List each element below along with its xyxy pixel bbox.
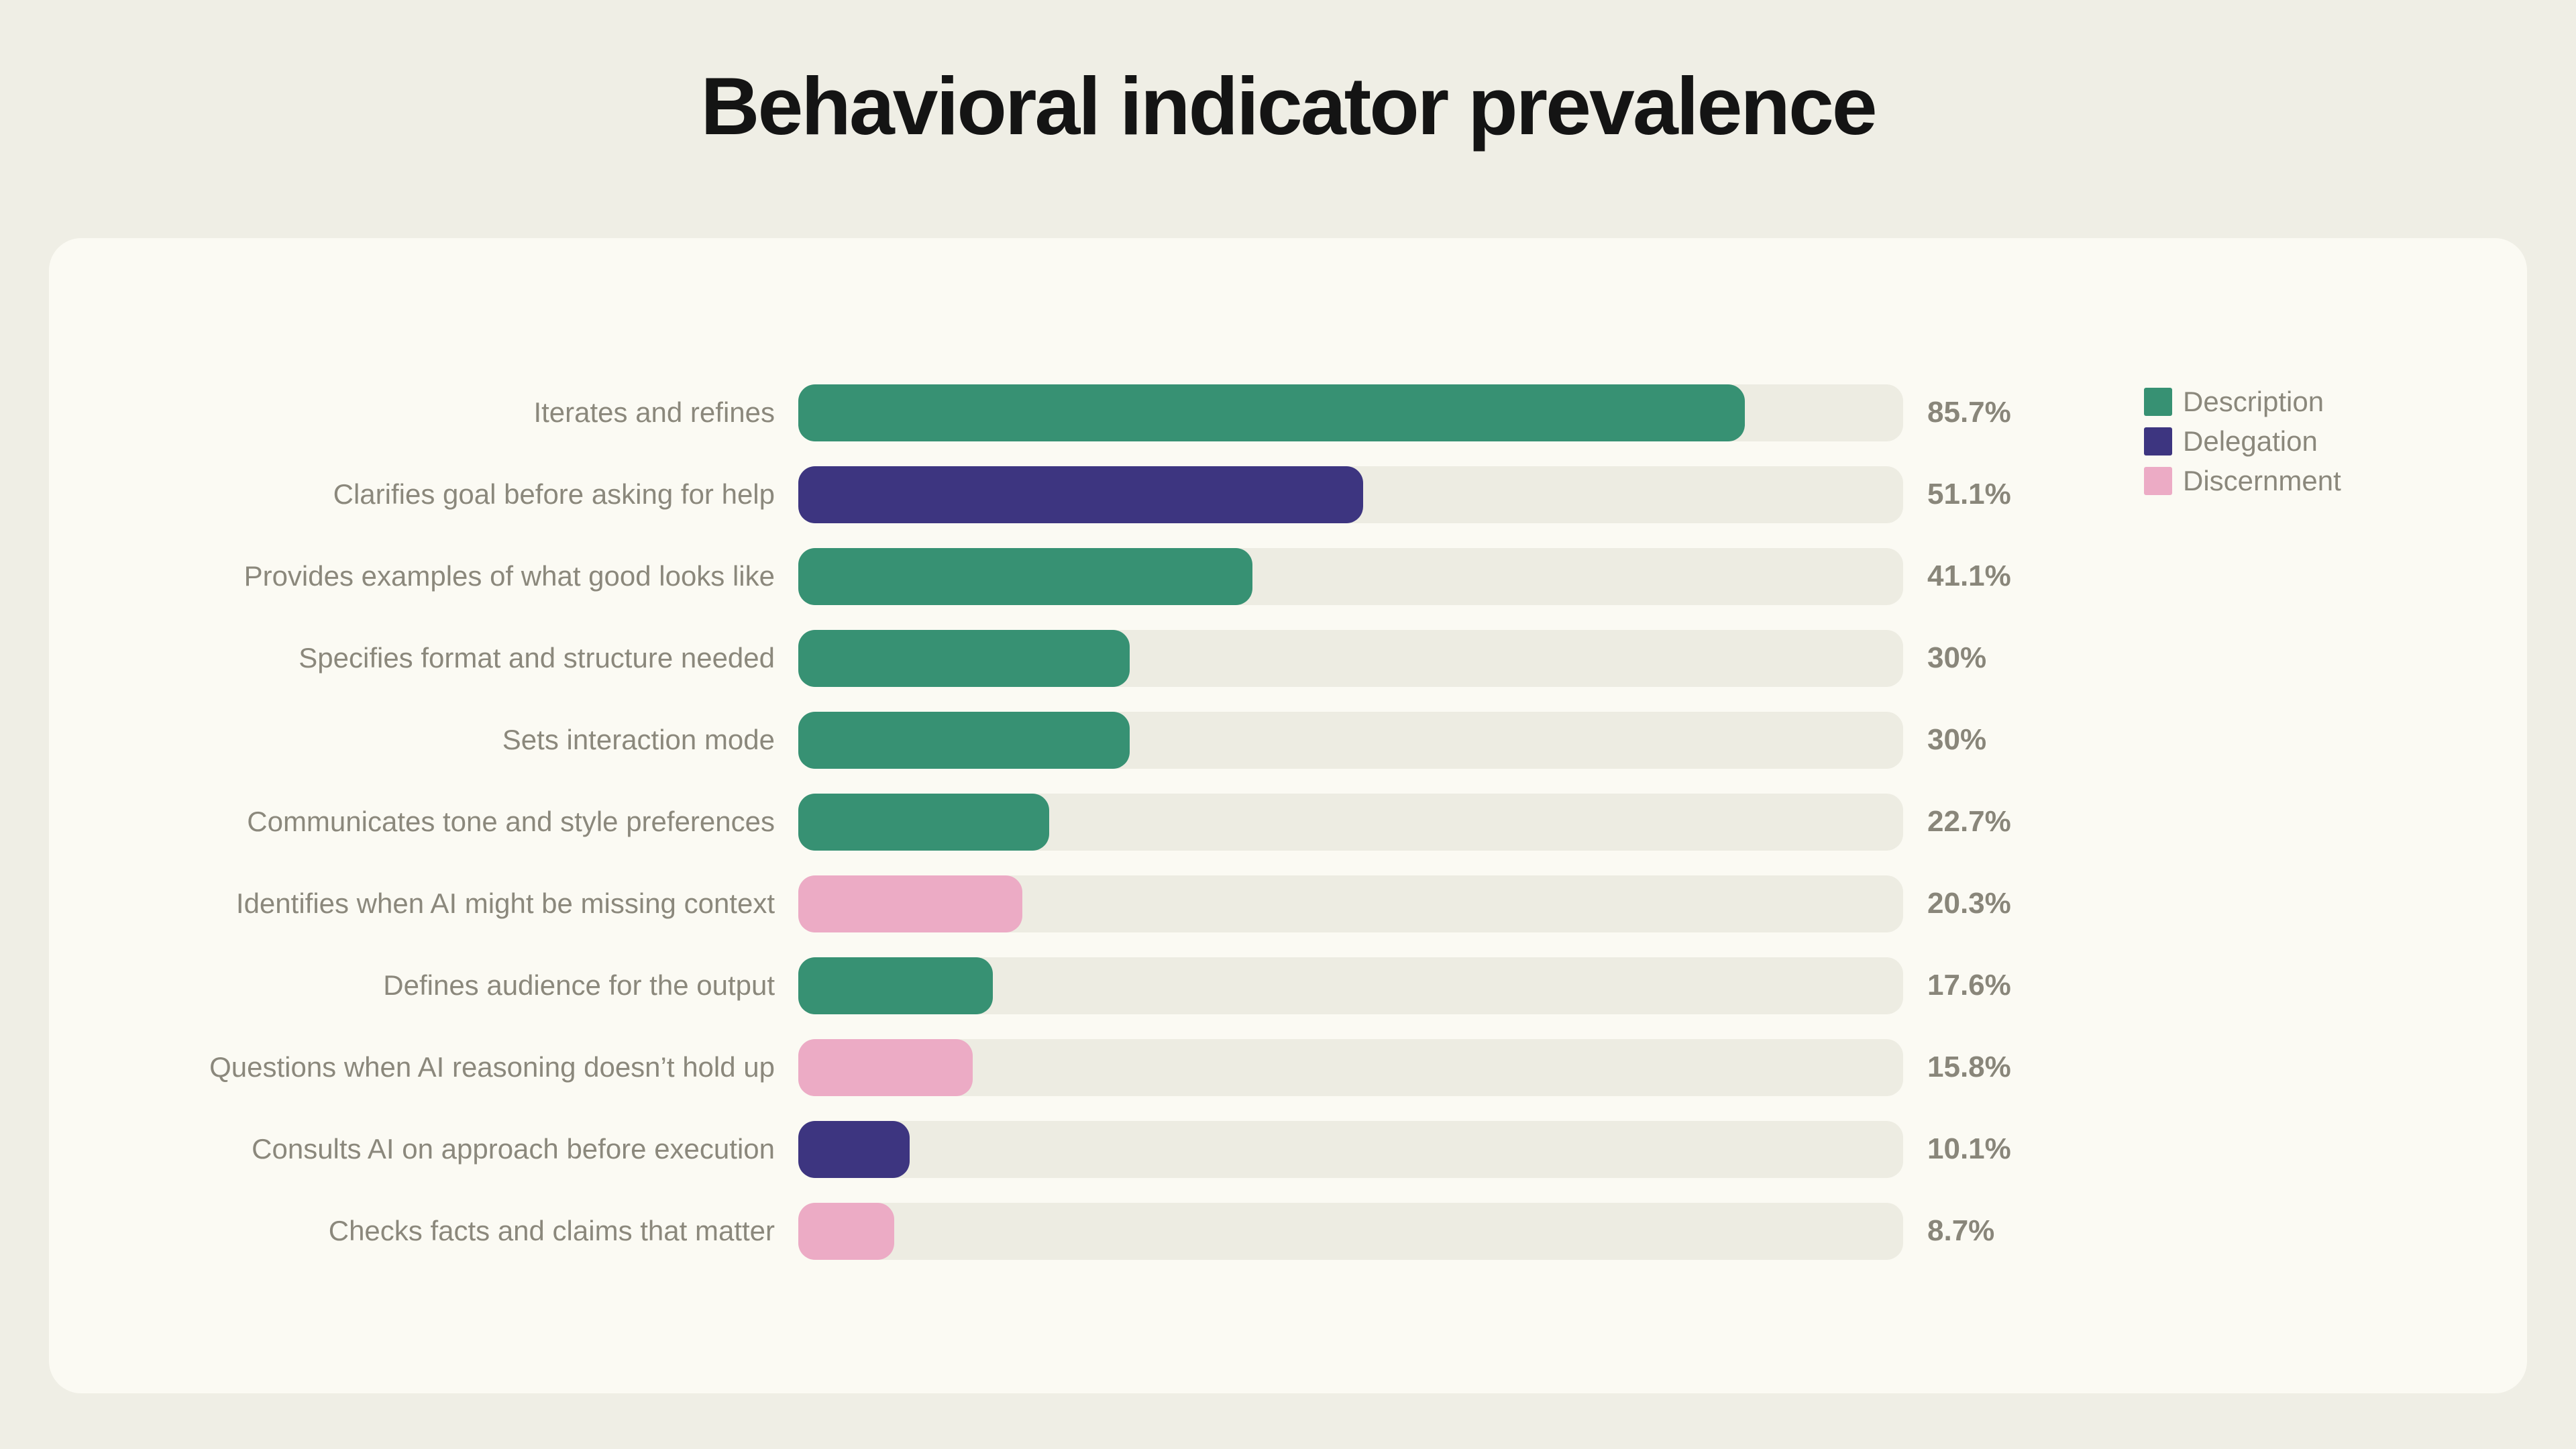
bar-track	[798, 711, 1903, 769]
legend-item: Description	[2144, 386, 2341, 417]
bar-label: Communicates tone and style preferences	[247, 805, 775, 837]
legend-label: Delegation	[2183, 425, 2318, 457]
bar-fill	[798, 466, 1363, 523]
bar-track	[798, 793, 1903, 851]
bar-value: 41.1%	[1927, 559, 2011, 592]
bar-fill	[798, 1202, 895, 1260]
bar-value: 22.7%	[1927, 805, 2011, 838]
bar-row: Communicates tone and style preferences …	[49, 781, 2527, 863]
bar-row: Provides examples of what good looks lik…	[49, 535, 2527, 617]
bar-row: Checks facts and claims that matter 8.7%	[49, 1190, 2527, 1272]
bar-label: Defines audience for the output	[383, 969, 775, 1001]
bar-track	[798, 875, 1903, 932]
legend-swatch-icon	[2144, 467, 2172, 495]
bar-track	[798, 1202, 1903, 1260]
chart-card: Iterates and refines 85.7% Clarifies goa…	[49, 238, 2527, 1393]
bar-value: 30%	[1927, 641, 1987, 674]
bar-fill	[798, 875, 1023, 932]
bar-label: Clarifies goal before asking for help	[333, 478, 775, 510]
legend-swatch-icon	[2144, 388, 2172, 416]
bar-row: Specifies format and structure needed 30…	[49, 617, 2527, 699]
bar-label: Specifies format and structure needed	[299, 641, 775, 674]
bar-label: Provides examples of what good looks lik…	[244, 559, 775, 592]
bar-track	[798, 466, 1903, 523]
bar-track	[798, 1120, 1903, 1178]
bar-track	[798, 384, 1903, 441]
bar-value: 20.3%	[1927, 887, 2011, 920]
legend-label: Discernment	[2183, 465, 2341, 496]
legend: Description Delegation Discernment	[2144, 386, 2341, 506]
bar-label: Checks facts and claims that matter	[328, 1214, 775, 1246]
bar-label: Sets interaction mode	[502, 723, 775, 755]
bar-track	[798, 957, 1903, 1014]
legend-item: Delegation	[2144, 425, 2341, 457]
bar-value: 17.6%	[1927, 969, 2011, 1002]
bar-label: Iterates and refines	[533, 396, 775, 428]
bar-value: 10.1%	[1927, 1132, 2011, 1165]
bar-value: 85.7%	[1927, 396, 2011, 429]
chart-title: Behavioral indicator prevalence	[700, 60, 1877, 152]
bar-track	[798, 1038, 1903, 1096]
legend-label: Description	[2183, 386, 2324, 417]
bar-row: Identifies when AI might be missing cont…	[49, 863, 2527, 945]
bar-fill	[798, 957, 993, 1014]
bar-value: 8.7%	[1927, 1214, 1995, 1247]
bar-label: Questions when AI reasoning doesn’t hold…	[209, 1051, 775, 1083]
bar-fill	[798, 1120, 910, 1178]
bar-fill	[798, 384, 1746, 441]
bar-track	[798, 629, 1903, 687]
bar-row: Defines audience for the output 17.6%	[49, 945, 2527, 1026]
bar-rows: Iterates and refines 85.7% Clarifies goa…	[49, 372, 2527, 1272]
bar-row: Clarifies goal before asking for help 51…	[49, 453, 2527, 535]
bar-value: 15.8%	[1927, 1051, 2011, 1083]
bar-fill	[798, 629, 1130, 687]
bar-track	[798, 547, 1903, 605]
bar-label: Identifies when AI might be missing cont…	[235, 887, 775, 919]
bar-fill	[798, 547, 1252, 605]
bar-label: Consults AI on approach before execution	[252, 1132, 775, 1165]
bar-fill	[798, 793, 1049, 851]
bar-fill	[798, 1038, 973, 1096]
bar-row: Consults AI on approach before execution…	[49, 1108, 2527, 1190]
bar-row: Questions when AI reasoning doesn’t hold…	[49, 1026, 2527, 1108]
bar-row: Sets interaction mode 30%	[49, 699, 2527, 781]
legend-swatch-icon	[2144, 427, 2172, 455]
bar-row: Iterates and refines 85.7%	[49, 372, 2527, 453]
bar-value: 30%	[1927, 723, 1987, 756]
bar-fill	[798, 711, 1130, 769]
legend-item: Discernment	[2144, 465, 2341, 496]
bar-value: 51.1%	[1927, 478, 2011, 511]
